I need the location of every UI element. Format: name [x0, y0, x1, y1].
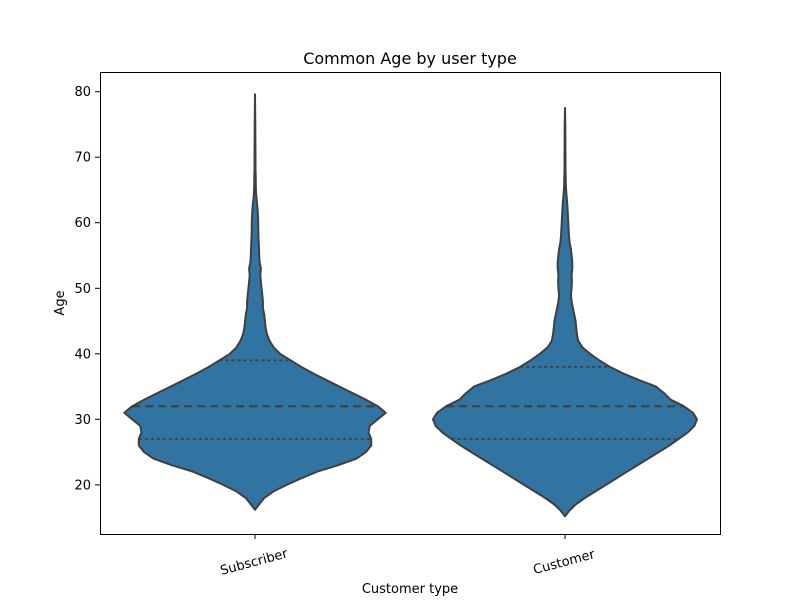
axis-ticks: Subscriber Customer 20 30 40 50 60 70 80: [74, 85, 597, 579]
chart-title: Common Age by user type: [303, 49, 517, 68]
y-tick-label: 20: [74, 478, 91, 493]
violin-group: [123, 93, 698, 518]
y-tick-label: 60: [74, 216, 91, 231]
y-tick-label: 50: [74, 282, 91, 297]
violin-subscriber: [123, 93, 387, 511]
violin-customer: [432, 107, 698, 518]
x-tick-label-subscriber: Subscriber: [219, 546, 290, 579]
y-tick-label: 30: [74, 413, 91, 428]
x-tick-label-customer: Customer: [532, 547, 598, 578]
y-tick-label: 40: [74, 347, 91, 362]
y-axis-label: Age: [53, 290, 68, 315]
y-tick-label: 80: [74, 85, 91, 100]
y-tick-label: 70: [74, 151, 91, 166]
plot-frame: [100, 72, 721, 535]
x-axis-label: Customer type: [362, 582, 458, 597]
